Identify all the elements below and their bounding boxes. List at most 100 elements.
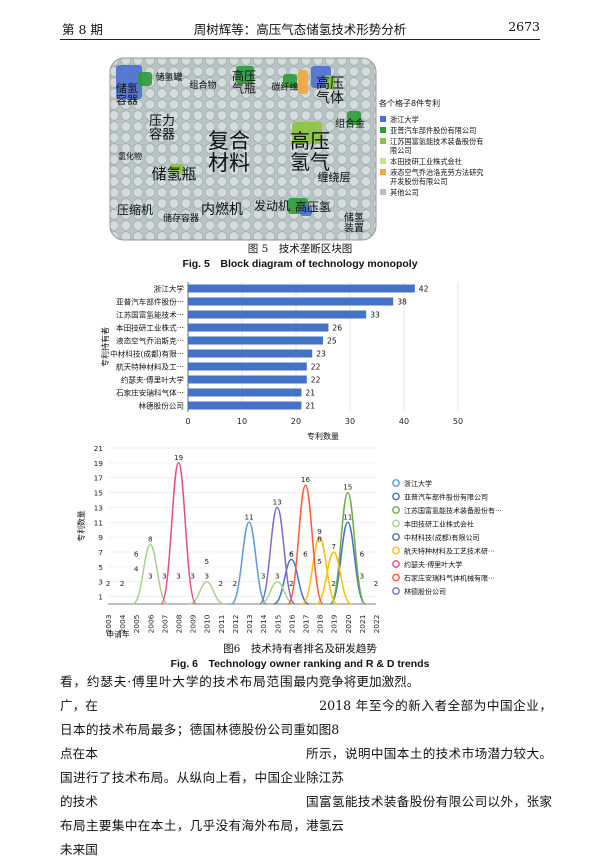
x-tick-label: 2019	[330, 614, 339, 633]
legend-marker	[392, 573, 400, 582]
x-tick-label: 2021	[358, 614, 367, 633]
patent-cell-highlight	[116, 65, 142, 99]
data-label: 2	[233, 579, 238, 588]
category-label: 江苏国富氢能技术···	[116, 310, 184, 320]
data-label: 16	[301, 475, 311, 484]
data-label: 2	[374, 579, 379, 588]
x-tick-label: 2006	[146, 614, 155, 633]
legend-label: 江苏国富氢能技术装备股份有···	[404, 506, 502, 515]
x-tick-label: 40	[399, 417, 409, 426]
legend-label: 浙江大学	[390, 115, 419, 124]
y-axis-label: 专利数量	[76, 510, 86, 541]
category-label: 中材科技(成都)有限···	[110, 349, 184, 359]
series-curve	[315, 551, 352, 605]
data-label: 6	[303, 549, 308, 558]
bar-value-label: 22	[311, 376, 321, 385]
series-curve	[329, 521, 367, 605]
data-label: 9	[317, 527, 322, 536]
legend-marker	[392, 492, 400, 501]
category-label: 石家庄安瑞科气体···	[116, 388, 184, 398]
diagram-frame	[109, 57, 377, 241]
data-label: 6	[134, 549, 139, 558]
x-tick-label: 2020	[344, 614, 353, 633]
x-tick-label: 2011	[217, 614, 226, 633]
legend-label: 江苏国富氢能技术装备股份有限公司	[390, 137, 483, 155]
y-axis-label: 专利持有者	[100, 327, 110, 367]
legend-label: 石家庄安瑞科气体机械有限···	[404, 574, 495, 583]
diagram-cell-label: 组合金	[335, 117, 365, 130]
patent-cell-highlight	[300, 206, 312, 216]
bar-value-label: 42	[419, 285, 429, 294]
x-tick-label: 2017	[301, 614, 310, 633]
running-header: 第 8 期 周树辉等：高压气态储氢技术形势分析 2673	[0, 0, 600, 40]
fig6-caption-en: Fig. 6 Technology owner ranking and R & …	[170, 658, 430, 670]
bar	[188, 310, 367, 319]
series-curve	[259, 580, 296, 605]
legend-label: 亚普汽车部件股份有限公司	[404, 493, 488, 502]
bar	[188, 401, 302, 410]
diagram-cell-label: 组合物	[189, 79, 216, 91]
data-label: 3	[148, 572, 153, 581]
fig6-caption-cn: 图6 技术持有者排名及研发趋势	[223, 643, 377, 655]
diagram-cell-label: 储存容器	[163, 212, 199, 224]
legend-marker	[392, 587, 400, 595]
patent-cell-highlight	[347, 111, 361, 125]
legend-marker	[392, 560, 400, 568]
legend-swatch	[380, 189, 386, 195]
x-axis-label: 申请年	[106, 629, 130, 639]
legend-label: 本田技研工业株式会社	[390, 157, 462, 166]
diagram-cell-label: 缠绕层	[318, 170, 351, 184]
page-number: 2673	[508, 19, 540, 34]
bar	[188, 323, 329, 332]
diagram-cell-label: 高压氢气	[290, 129, 330, 174]
bar	[188, 388, 302, 397]
data-label: 5	[317, 557, 322, 566]
category-label: 约瑟夫·傅里叶大学	[121, 375, 185, 385]
data-label: 3	[176, 572, 181, 581]
data-label: 8	[317, 535, 322, 544]
patent-cell-highlight	[325, 75, 335, 89]
y-tick-label: 13	[94, 503, 104, 512]
legend-swatch	[380, 116, 386, 122]
data-label: 7	[331, 542, 336, 551]
y-tick-label: 19	[94, 459, 104, 468]
y-tick-label: 3	[98, 578, 103, 587]
body-left-column: 看，约瑟夫·傅里叶大学的技术布局范围最广，在 日本的技术布局最多；德国林德股份公…	[60, 670, 306, 862]
data-label: 11	[343, 512, 352, 521]
x-tick-label: 2008	[175, 614, 184, 633]
legend-title: 各个格子8件专利	[379, 98, 440, 108]
legend-marker	[392, 506, 400, 514]
legend-label: 约瑟夫·傅里叶大学	[404, 560, 462, 569]
patent-cell-highlight	[292, 122, 322, 144]
y-tick-label: 5	[98, 563, 103, 572]
diagram-cell-label: 高压气瓶	[232, 68, 256, 96]
data-label: 3	[204, 572, 209, 581]
x-tick-label: 2003	[104, 614, 113, 633]
x-tick-label: 50	[453, 417, 463, 426]
data-label: 13	[273, 497, 282, 506]
y-tick-label: 21	[94, 444, 104, 453]
category-label: 亚普汽车部件股份···	[116, 297, 184, 307]
patent-cell-highlight	[138, 72, 152, 86]
diagram-cell-label: 压缩机	[117, 202, 153, 217]
data-label: 3	[190, 572, 195, 581]
body-line: 内竞争将更加激烈。	[306, 674, 420, 689]
x-axis-label: 专利数量	[307, 431, 339, 440]
data-label: 8	[148, 535, 153, 544]
x-tick-label: 2010	[203, 614, 212, 633]
body-line: 国进行了技术布局。从纵向上看，中国企业的技术	[60, 770, 306, 809]
series-curve	[230, 521, 268, 605]
series-curve	[258, 506, 296, 605]
legend-marker	[392, 479, 400, 487]
diagram-cell-label: 压力容器	[149, 114, 175, 143]
series-curve	[329, 491, 367, 605]
data-label: 6	[360, 549, 365, 558]
category-label: 林德股份公司	[138, 401, 184, 411]
x-tick-label: 2015	[273, 614, 282, 633]
legend-marker	[392, 546, 400, 555]
y-tick-label: 1	[98, 593, 103, 602]
bar	[188, 349, 313, 358]
patent-cell-highlight	[170, 164, 184, 174]
body-line: 所示，说明中国本土的技术市场潜力较大。除江苏	[306, 746, 552, 785]
bar-value-label: 26	[332, 324, 342, 333]
